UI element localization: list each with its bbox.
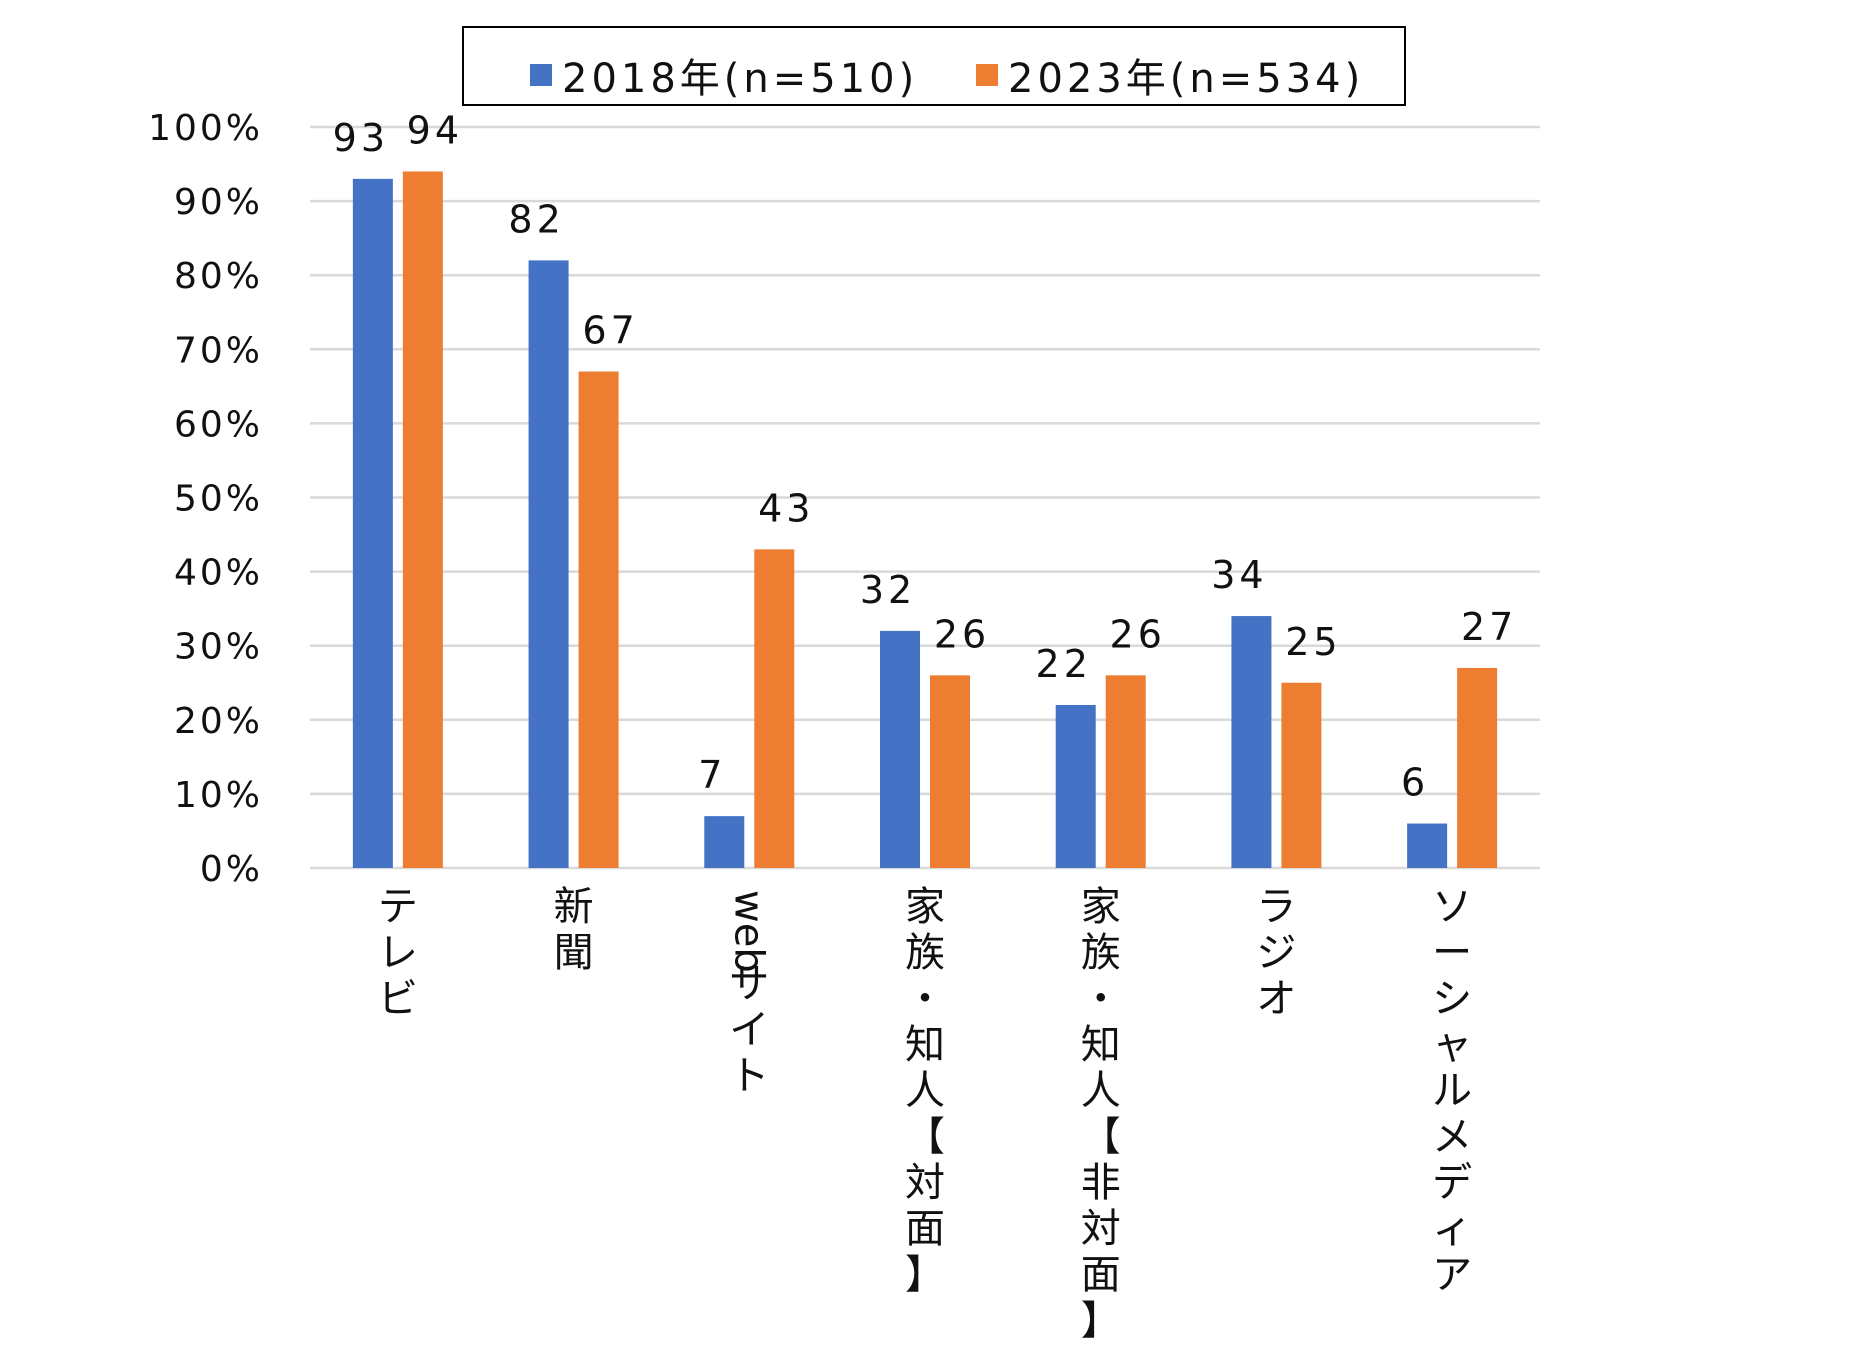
y-tick-label: 50% <box>174 479 263 520</box>
category-label-char: 非 <box>1081 1160 1121 1206</box>
legend-label-2023: 2023年(n=534) <box>1008 56 1365 102</box>
category-label-char: テ <box>378 884 418 930</box>
data-label: 7 <box>698 753 726 797</box>
y-tick-label: 70% <box>174 330 263 371</box>
bar-2023 <box>930 675 970 868</box>
data-label: 67 <box>582 309 638 353</box>
gridlines <box>310 125 1540 870</box>
data-label: 25 <box>1285 620 1341 664</box>
category-label-char: 家 <box>905 884 945 930</box>
bar-2018 <box>352 178 393 868</box>
category-label-char: ジ <box>1256 930 1296 976</box>
category-label-char: 族 <box>1081 930 1121 976</box>
category-label-char: 人 <box>1081 1068 1121 1114</box>
data-labels: 93 82 7 32 22 34 6 94 67 43 26 26 25 27 <box>333 108 1517 805</box>
category-label-char: ・ <box>905 976 945 1022</box>
bar-2018 <box>880 630 920 868</box>
y-tick-label: 20% <box>174 701 263 742</box>
category-label-char: 【 <box>1081 1114 1121 1160</box>
bars <box>352 171 1498 868</box>
bar-2023 <box>402 171 443 868</box>
legend-item-2018: 2018年(n=510) <box>530 46 918 104</box>
category-label-char: 対 <box>1081 1206 1121 1252</box>
category-label-char: ビ <box>378 976 418 1022</box>
category-label-char: 知 <box>1081 1022 1121 1068</box>
bar-2023 <box>578 371 619 868</box>
bar-2018 <box>1231 616 1272 868</box>
legend-swatch-2018 <box>530 64 552 86</box>
category-label: ラジオ <box>1256 884 1296 1022</box>
category-label-char: ャ <box>1432 1022 1472 1068</box>
category-label: 新聞 <box>554 884 594 976</box>
category-label: 家族・知人【対面】 <box>905 884 945 1298</box>
category-label-char: ソ <box>1432 884 1472 930</box>
category-label-char: ラ <box>1256 884 1296 930</box>
bar-2023 <box>1457 667 1498 868</box>
bar-2018 <box>1055 704 1096 868</box>
category-label: 家族・知人【非対面】 <box>1081 884 1121 1344</box>
data-label: 34 <box>1211 553 1267 597</box>
y-tick-label: 90% <box>174 182 263 223</box>
y-tick-label: 60% <box>174 404 263 445</box>
data-label: 43 <box>758 486 814 530</box>
bar-2018 <box>704 816 745 868</box>
y-tick-label: 40% <box>174 553 263 594</box>
category-label-char: ー <box>1432 930 1472 976</box>
category-label-char: 面 <box>1081 1252 1121 1298</box>
category-label-char: 知 <box>905 1022 945 1068</box>
data-label: 22 <box>1036 642 1092 686</box>
category-label-char: 家 <box>1081 884 1121 930</box>
category-label-char: ・ <box>1081 976 1121 1022</box>
data-label: 26 <box>934 612 990 656</box>
category-label-char: デ <box>1432 1160 1472 1206</box>
category-label-char: 聞 <box>554 930 594 976</box>
category-label-char: 】 <box>905 1252 945 1298</box>
y-tick-label: 10% <box>174 775 263 816</box>
category-label-text: web <box>725 890 771 973</box>
data-label: 27 <box>1461 605 1517 649</box>
data-label: 93 <box>333 116 389 160</box>
category-label-char: 人 <box>905 1068 945 1114</box>
y-tick-label: 80% <box>174 256 263 297</box>
category-label: テレビ <box>378 884 418 1022</box>
category-label-char: ル <box>1432 1068 1472 1114</box>
category-label-char: レ <box>378 930 418 976</box>
bar-2023 <box>1281 682 1322 868</box>
data-label: 26 <box>1110 612 1166 656</box>
bar-2018 <box>1407 823 1448 868</box>
y-axis-ticks: 0% 10% 20% 30% 40% 50% 60% 70% 80% 90% 100% <box>148 108 263 890</box>
y-tick-label: 0% <box>200 849 263 890</box>
bar-2023 <box>1105 675 1146 868</box>
legend: 2018年(n=510) 2023年(n=534) <box>462 26 1406 106</box>
category-label-char: サ <box>729 961 769 1007</box>
category-label-char: 対 <box>905 1160 945 1206</box>
y-tick-label: 100% <box>148 108 263 149</box>
category-label-char: メ <box>1432 1114 1472 1160</box>
category-label-char: ィ <box>1432 1206 1472 1252</box>
category-label-char: 族 <box>905 930 945 976</box>
data-label: 82 <box>508 197 564 241</box>
data-label: 94 <box>407 108 463 152</box>
category-label-char: 】 <box>1081 1298 1121 1344</box>
legend-label-2018: 2018年(n=510) <box>562 56 919 102</box>
category-label-char: イ <box>729 1007 769 1053</box>
legend-item-2023: 2023年(n=534) <box>976 46 1364 104</box>
category-label-char: 新 <box>554 884 594 930</box>
legend-swatch-2023 <box>976 64 998 86</box>
data-label: 6 <box>1401 761 1429 805</box>
bar-2018 <box>528 260 569 868</box>
category-label-char: 面 <box>905 1206 945 1252</box>
category-label-char: オ <box>1256 976 1296 1022</box>
category-label-char: 【 <box>905 1114 945 1160</box>
category-label-char: ア <box>1432 1252 1472 1298</box>
bar-2023 <box>754 549 795 868</box>
category-label-char: シ <box>1432 976 1472 1022</box>
category-label-char: ト <box>729 1053 769 1099</box>
y-tick-label: 30% <box>174 627 263 668</box>
data-label: 32 <box>860 568 916 612</box>
